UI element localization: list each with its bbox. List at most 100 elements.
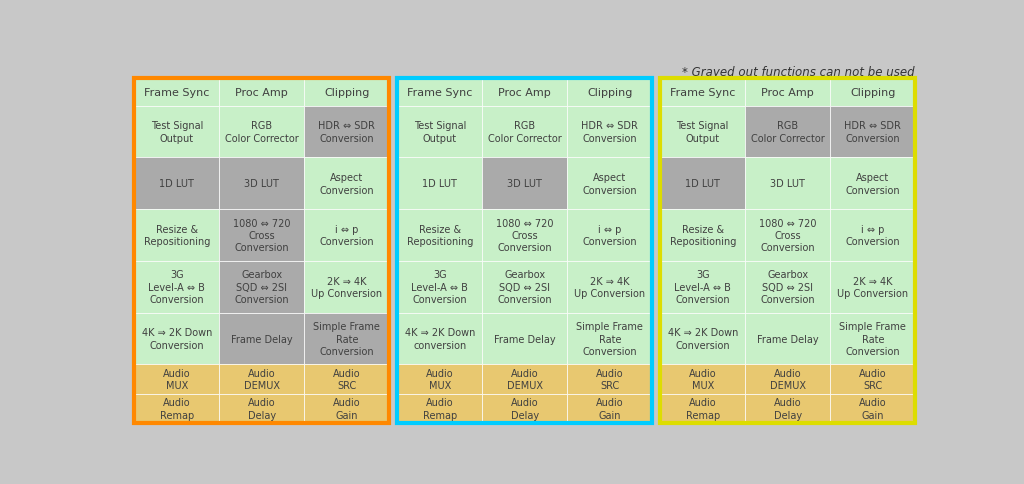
Bar <box>219 158 304 210</box>
Text: Audio
Delay: Audio Delay <box>248 397 275 420</box>
Text: Simple Frame
Rate
Conversion: Simple Frame Rate Conversion <box>313 321 380 356</box>
Text: Audio
MUX: Audio MUX <box>163 368 190 391</box>
Bar <box>830 313 915 364</box>
Text: Test Signal
Output: Test Signal Output <box>414 121 466 143</box>
Bar <box>219 313 304 364</box>
Bar <box>482 210 567 261</box>
Text: Audio
Delay: Audio Delay <box>774 397 802 420</box>
Bar <box>134 79 219 106</box>
Bar <box>660 261 745 313</box>
Bar <box>397 79 652 423</box>
Bar <box>304 313 389 364</box>
Text: Frame Sync: Frame Sync <box>144 88 210 98</box>
Bar <box>397 210 482 261</box>
Bar <box>660 79 745 106</box>
Text: 1080 ⇔ 720
Cross
Conversion: 1080 ⇔ 720 Cross Conversion <box>759 218 816 253</box>
Bar <box>219 79 304 106</box>
Bar <box>304 394 389 423</box>
Text: HDR ⇔ SDR
Conversion: HDR ⇔ SDR Conversion <box>845 121 901 143</box>
Text: Frame Delay: Frame Delay <box>231 334 293 344</box>
Text: Gearbox
SQD ⇔ 2SI
Conversion: Gearbox SQD ⇔ 2SI Conversion <box>761 270 815 304</box>
Text: Audio
MUX: Audio MUX <box>689 368 717 391</box>
Bar <box>745 158 830 210</box>
Bar <box>830 79 915 106</box>
Text: RGB
Color Corrector: RGB Color Corrector <box>225 121 299 143</box>
Bar <box>567 106 652 158</box>
Text: * Grayed out functions can not be used: * Grayed out functions can not be used <box>682 66 914 79</box>
Text: 3D LUT: 3D LUT <box>245 179 280 189</box>
Bar <box>745 210 830 261</box>
Bar <box>482 261 567 313</box>
Bar <box>304 106 389 158</box>
Text: 3G
Level-A ⇔ B
Conversion: 3G Level-A ⇔ B Conversion <box>674 270 731 304</box>
Bar <box>745 313 830 364</box>
Text: Audio
Remap: Audio Remap <box>686 397 720 420</box>
Text: i ⇔ p
Conversion: i ⇔ p Conversion <box>319 225 374 247</box>
Text: Aspect
Conversion: Aspect Conversion <box>846 173 900 195</box>
Text: Aspect
Conversion: Aspect Conversion <box>583 173 637 195</box>
Bar <box>397 79 482 106</box>
Bar <box>830 261 915 313</box>
Text: i ⇔ p
Conversion: i ⇔ p Conversion <box>583 225 637 247</box>
Text: Clipping: Clipping <box>850 88 896 98</box>
Bar <box>219 210 304 261</box>
Text: Test Signal
Output: Test Signal Output <box>677 121 729 143</box>
Bar <box>397 364 482 394</box>
Text: Proc Amp: Proc Amp <box>762 88 814 98</box>
Bar <box>304 158 389 210</box>
Text: 3G
Level-A ⇔ B
Conversion: 3G Level-A ⇔ B Conversion <box>412 270 468 304</box>
Text: Audio
MUX: Audio MUX <box>426 368 454 391</box>
Bar <box>660 210 745 261</box>
Text: Audio
DEMUX: Audio DEMUX <box>244 368 280 391</box>
Bar <box>134 106 219 158</box>
Text: Simple Frame
Rate
Conversion: Simple Frame Rate Conversion <box>840 321 906 356</box>
Text: Audio
SRC: Audio SRC <box>596 368 624 391</box>
Text: Audio
Gain: Audio Gain <box>596 397 624 420</box>
Text: Audio
Remap: Audio Remap <box>423 397 457 420</box>
Bar <box>660 394 745 423</box>
Text: 3D LUT: 3D LUT <box>507 179 543 189</box>
Text: Audio
Gain: Audio Gain <box>859 397 887 420</box>
Text: Proc Amp: Proc Amp <box>236 88 288 98</box>
Text: Aspect
Conversion: Aspect Conversion <box>319 173 374 195</box>
Bar <box>397 313 482 364</box>
Bar <box>219 106 304 158</box>
Bar <box>567 364 652 394</box>
Bar <box>304 210 389 261</box>
Text: Proc Amp: Proc Amp <box>499 88 551 98</box>
Bar <box>134 79 389 423</box>
Bar <box>304 79 389 106</box>
Bar <box>397 158 482 210</box>
Text: Audio
Gain: Audio Gain <box>333 397 360 420</box>
Bar <box>567 158 652 210</box>
Bar <box>745 106 830 158</box>
Bar <box>745 394 830 423</box>
Bar <box>660 313 745 364</box>
Text: Audio
Delay: Audio Delay <box>511 397 539 420</box>
Bar <box>134 210 219 261</box>
Bar <box>134 261 219 313</box>
Text: Frame Sync: Frame Sync <box>407 88 472 98</box>
Text: Audio
SRC: Audio SRC <box>859 368 887 391</box>
Bar <box>482 364 567 394</box>
Bar <box>567 79 652 106</box>
Bar <box>219 261 304 313</box>
Text: 1080 ⇔ 720
Cross
Conversion: 1080 ⇔ 720 Cross Conversion <box>233 218 291 253</box>
Text: 1D LUT: 1D LUT <box>160 179 195 189</box>
Text: HDR ⇔ SDR
Conversion: HDR ⇔ SDR Conversion <box>582 121 638 143</box>
Bar <box>304 364 389 394</box>
Text: HDR ⇔ SDR
Conversion: HDR ⇔ SDR Conversion <box>318 121 376 143</box>
Text: Resize &
Repositioning: Resize & Repositioning <box>143 225 210 247</box>
Bar <box>397 394 482 423</box>
Text: 1080 ⇔ 720
Cross
Conversion: 1080 ⇔ 720 Cross Conversion <box>496 218 554 253</box>
Text: 2K ⇒ 4K
Up Conversion: 2K ⇒ 4K Up Conversion <box>574 276 645 299</box>
Bar <box>745 364 830 394</box>
Bar <box>219 394 304 423</box>
Bar <box>482 106 567 158</box>
Text: i ⇔ p
Conversion: i ⇔ p Conversion <box>846 225 900 247</box>
Text: Test Signal
Output: Test Signal Output <box>151 121 203 143</box>
Text: 2K ⇒ 4K
Up Conversion: 2K ⇒ 4K Up Conversion <box>311 276 382 299</box>
Bar <box>830 364 915 394</box>
Text: Resize &
Repositioning: Resize & Repositioning <box>407 225 473 247</box>
Bar <box>660 364 745 394</box>
